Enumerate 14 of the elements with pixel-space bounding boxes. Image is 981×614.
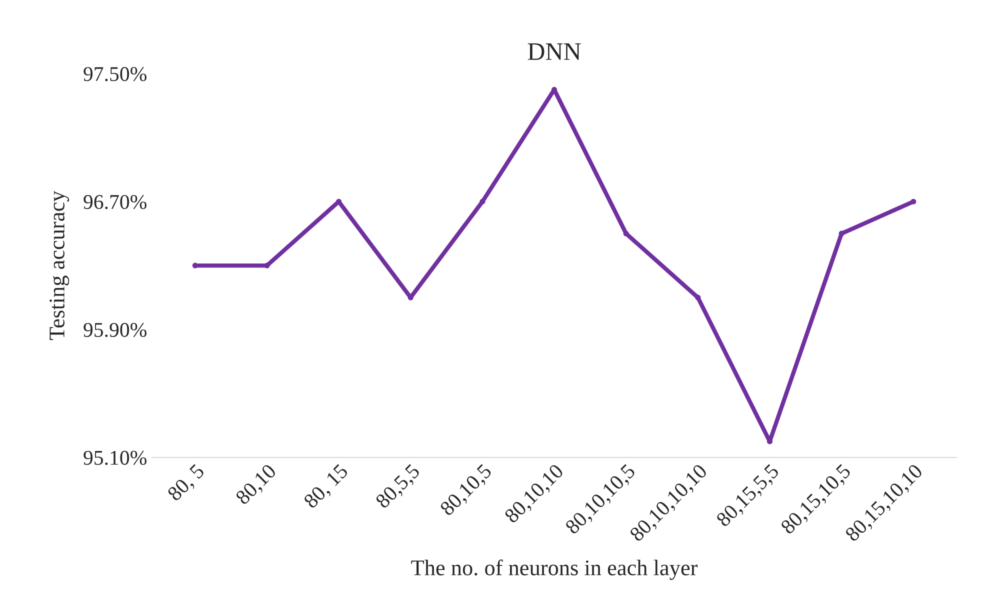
y-axis-title: Testing accuracy <box>50 190 70 340</box>
y-tick-label: 97.50% <box>84 67 146 82</box>
point <box>480 198 486 204</box>
y-tick-label: 95.90% <box>84 322 146 338</box>
x-tick-label: 80, 5 <box>166 463 208 504</box>
point <box>838 230 844 236</box>
x-tick-label: 80, 15 <box>302 463 351 512</box>
point <box>695 294 701 300</box>
y-tick-label: 96.70% <box>84 194 146 210</box>
x-axis-title: The no. of neurons in each layer <box>411 560 698 580</box>
chart-title: DNN <box>528 43 581 60</box>
y-tick-label: 95.10% <box>84 450 146 465</box>
point <box>910 198 916 204</box>
point <box>623 230 629 236</box>
